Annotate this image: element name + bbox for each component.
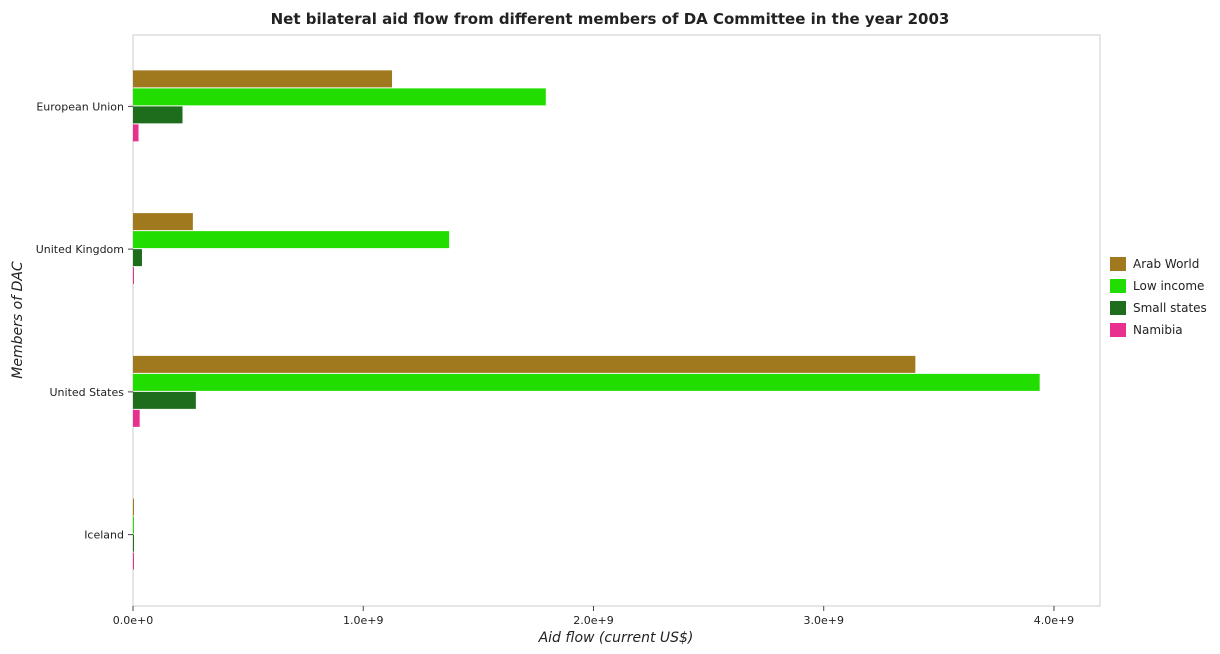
- legend-label: Namibia: [1133, 323, 1183, 337]
- bar-small-states-iceland: [133, 534, 134, 552]
- bar-low-income-united-kingdom: [133, 231, 450, 249]
- legend-swatch: [1110, 323, 1126, 337]
- x-tick-label: 3.0e+9: [803, 614, 843, 627]
- legend-swatch: [1110, 301, 1126, 315]
- bar-low-income-iceland: [133, 516, 134, 534]
- legend-label: Arab World: [1133, 257, 1199, 271]
- legend: Arab World Low income Small states Namibia: [1110, 257, 1207, 337]
- y-tick-label: European Union: [36, 100, 124, 113]
- y-tick-label: United Kingdom: [36, 243, 124, 256]
- bar-small-states-united-states: [133, 391, 196, 409]
- bar-small-states-european-union: [133, 106, 183, 124]
- legend-swatch: [1110, 279, 1126, 293]
- bar-namibia-european-union: [133, 124, 139, 142]
- chart-title: Net bilateral aid flow from different me…: [271, 10, 950, 28]
- x-tick-labels: 0.0e+0 1.0e+9 2.0e+9 3.0e+9 4.0e+9: [113, 606, 1074, 627]
- bar-arab-world-united-kingdom: [133, 213, 193, 231]
- bar-namibia-iceland: [133, 552, 134, 570]
- y-axis-label: Members of DAC: [10, 261, 26, 379]
- legend-label: Small states: [1133, 301, 1207, 315]
- y-tick-label: Iceland: [84, 529, 124, 542]
- bar-namibia-united-states: [133, 409, 140, 427]
- x-tick-label: 0.0e+0: [113, 614, 153, 627]
- x-tick-label: 4.0e+9: [1034, 614, 1074, 627]
- x-tick-label: 1.0e+9: [343, 614, 383, 627]
- bar-arab-world-united-states: [133, 355, 916, 373]
- bar-namibia-united-kingdom: [133, 267, 134, 285]
- plot-area: [132, 34, 1101, 607]
- bar-small-states-united-kingdom: [133, 249, 142, 267]
- legend-swatch: [1110, 257, 1126, 271]
- y-tick-label: United States: [50, 386, 125, 399]
- bar-low-income-european-union: [133, 88, 546, 106]
- x-tick-label: 2.0e+9: [573, 614, 613, 627]
- bar-low-income-united-states: [133, 373, 1040, 391]
- legend-label: Low income: [1133, 279, 1204, 293]
- bar-arab-world-iceland: [133, 498, 134, 516]
- bars-group: [133, 70, 1040, 570]
- bar-arab-world-european-union: [133, 70, 393, 88]
- y-tick-labels: European Union United Kingdom United State…: [36, 100, 133, 542]
- x-axis-label: Aid flow (current US$): [538, 630, 694, 646]
